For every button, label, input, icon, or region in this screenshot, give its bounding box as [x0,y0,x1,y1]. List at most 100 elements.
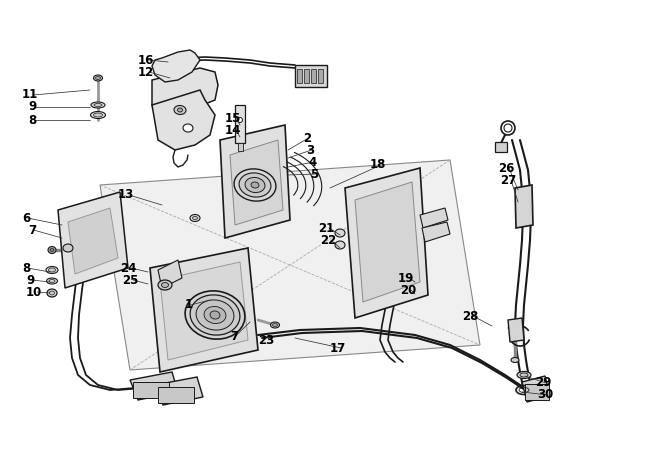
Bar [525,384,549,400]
Text: 18: 18 [370,158,386,171]
Text: 28: 28 [462,309,478,322]
Text: 14: 14 [225,123,241,137]
Ellipse shape [272,323,278,327]
Text: 10: 10 [26,286,42,299]
Bar [304,69,309,83]
Text: 26: 26 [498,162,514,174]
Text: 29: 29 [535,377,551,390]
Polygon shape [158,260,182,288]
Text: 6: 6 [22,212,31,225]
Polygon shape [155,377,203,405]
Ellipse shape [49,280,55,282]
Text: 17: 17 [330,342,346,355]
Text: 30: 30 [537,389,553,402]
Bar [235,105,245,143]
Text: 7: 7 [230,329,238,343]
Bar [238,143,243,151]
Ellipse shape [91,102,105,108]
Ellipse shape [196,300,234,330]
Bar [297,69,302,83]
Ellipse shape [190,295,240,335]
Ellipse shape [245,178,265,192]
Ellipse shape [517,371,531,378]
Bar [318,69,323,83]
Ellipse shape [47,278,57,284]
Polygon shape [422,222,450,242]
Ellipse shape [511,357,519,363]
Polygon shape [68,208,118,274]
Polygon shape [152,90,215,150]
Bar [295,65,327,87]
Ellipse shape [47,289,57,297]
Ellipse shape [520,373,528,377]
Text: 23: 23 [258,334,274,347]
Text: 22: 22 [320,233,336,247]
Text: 8: 8 [22,261,31,274]
Text: 15: 15 [225,111,241,124]
Text: 21: 21 [318,221,334,234]
Ellipse shape [63,244,73,252]
Text: 19: 19 [398,272,415,285]
Text: 2: 2 [303,131,311,144]
Text: 24: 24 [120,261,136,274]
Text: 12: 12 [138,66,154,78]
Polygon shape [100,160,480,370]
Text: 25: 25 [122,274,138,287]
Polygon shape [130,372,178,400]
Ellipse shape [335,229,345,237]
Ellipse shape [185,291,245,339]
Ellipse shape [94,103,102,107]
Polygon shape [230,140,283,225]
Text: 8: 8 [28,114,36,126]
Polygon shape [522,376,550,402]
Ellipse shape [161,282,168,288]
Bar [158,387,194,403]
Text: 16: 16 [138,54,155,67]
Text: 3: 3 [306,144,314,157]
Polygon shape [160,262,248,360]
Text: 27: 27 [500,173,516,186]
Ellipse shape [48,247,56,254]
Text: 13: 13 [118,189,135,201]
Ellipse shape [270,322,280,328]
Ellipse shape [177,108,183,112]
Polygon shape [420,208,448,228]
Polygon shape [58,192,128,288]
Polygon shape [152,68,218,130]
Ellipse shape [234,169,276,201]
Ellipse shape [158,280,172,290]
Ellipse shape [190,214,200,221]
Ellipse shape [94,75,103,81]
Ellipse shape [210,311,220,319]
Text: 7: 7 [28,224,36,237]
Ellipse shape [204,307,226,323]
Bar [311,69,316,83]
Polygon shape [508,318,524,342]
Polygon shape [345,168,428,318]
Ellipse shape [90,111,105,118]
Ellipse shape [192,217,198,219]
Ellipse shape [96,76,101,80]
Ellipse shape [49,291,55,295]
Ellipse shape [49,268,55,272]
Ellipse shape [174,105,186,115]
Polygon shape [152,50,200,82]
Text: 9: 9 [26,274,34,287]
Ellipse shape [46,267,58,274]
Ellipse shape [251,182,259,188]
Text: 11: 11 [22,89,38,102]
Ellipse shape [335,241,345,249]
Bar [133,382,169,398]
Ellipse shape [50,248,54,252]
Polygon shape [355,182,420,302]
Text: 1: 1 [185,299,193,311]
Polygon shape [220,125,290,238]
Text: 4: 4 [308,156,317,169]
Ellipse shape [94,113,103,117]
Bar [495,142,507,152]
Text: 5: 5 [310,167,318,180]
Ellipse shape [239,173,271,197]
Ellipse shape [183,124,193,132]
Ellipse shape [504,124,512,132]
Text: 9: 9 [28,101,36,114]
